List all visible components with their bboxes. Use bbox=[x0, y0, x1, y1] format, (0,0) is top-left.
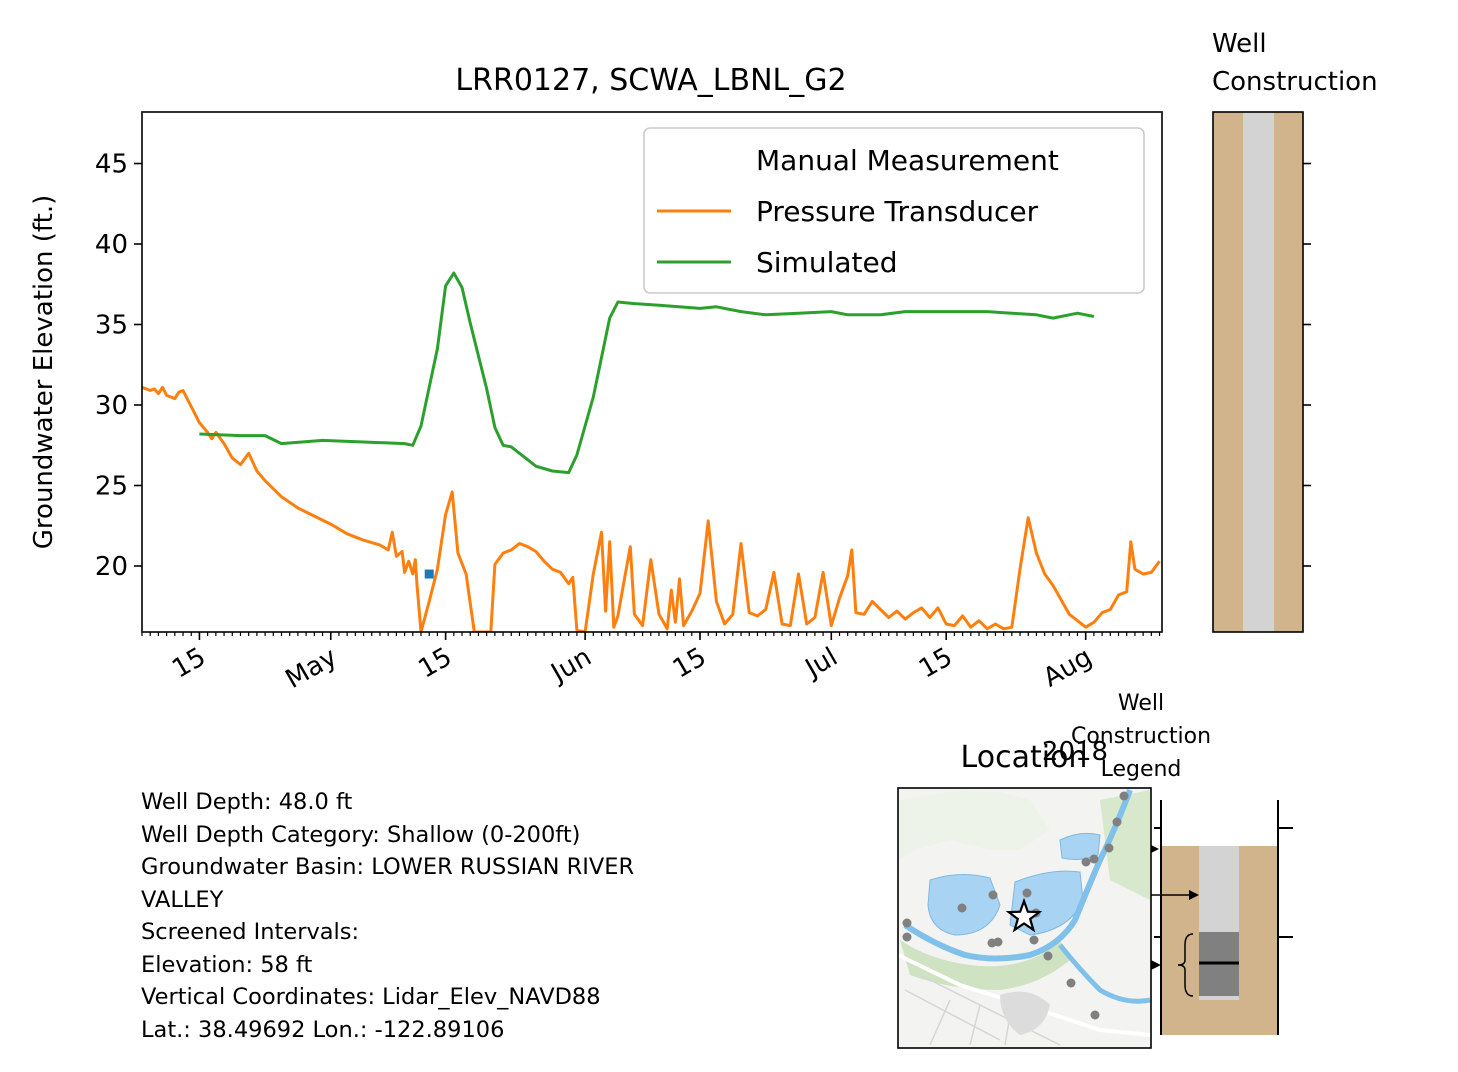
neighbor-well-dot bbox=[1029, 935, 1039, 945]
y-tick-label: 30 bbox=[95, 391, 128, 421]
legend-diagram-title-line-3: Legend bbox=[1101, 757, 1182, 782]
legend-diagram-title-line-1: Well bbox=[1118, 691, 1164, 716]
casing-column bbox=[1243, 112, 1274, 632]
map-streets bbox=[904, 974, 1061, 1046]
well-construction-title-line-2: Construction bbox=[1212, 67, 1378, 97]
legend-pointer bbox=[1151, 960, 1161, 970]
well-depth: Well Depth: 48.0 ft bbox=[141, 789, 353, 815]
legend-label: Simulated bbox=[756, 246, 898, 279]
screened-intervals: Screened Intervals: bbox=[141, 919, 360, 945]
x-tick-label: Aug bbox=[1038, 642, 1097, 693]
location-title: Location bbox=[961, 740, 1088, 775]
x-tick-label: 15 bbox=[914, 642, 958, 685]
selected-well-star-icon bbox=[1005, 897, 1043, 933]
well-info-text: Well Depth: 48.0 ft Well Depth Category:… bbox=[141, 786, 781, 1046]
map-river bbox=[903, 788, 1133, 962]
well-construction-legend-panel: Well Construction Legend bbox=[1071, 691, 1293, 1035]
y-tick-label: 20 bbox=[95, 552, 128, 582]
map-river-south bbox=[1058, 943, 1151, 1004]
neighbor-well-dot bbox=[1043, 951, 1053, 961]
plot-frame bbox=[141, 111, 1163, 633]
neighbor-well-dot bbox=[993, 937, 1003, 947]
neighbor-well-dot bbox=[902, 932, 912, 942]
x-tick-label: 15 bbox=[413, 642, 457, 685]
legend-pointer bbox=[1151, 845, 1159, 853]
map-terrain bbox=[898, 790, 1050, 860]
y-tick-label: 40 bbox=[95, 230, 128, 260]
legend-screen-bracket bbox=[1177, 933, 1194, 997]
neighbor-well-dot bbox=[1104, 843, 1114, 853]
well-construction-ticks bbox=[1303, 162, 1311, 567]
x-tick-label: May bbox=[281, 642, 343, 695]
legend-label: Pressure Transducer bbox=[756, 195, 1039, 228]
y-axis: 20 25 30 35 40 45 bbox=[95, 150, 142, 582]
well-construction-frame bbox=[1212, 111, 1304, 633]
simulated-line bbox=[199, 271, 1095, 475]
vertical-coordinates: Vertical Coordinates: Lidar_Elev_NAVD88 bbox=[141, 984, 601, 1010]
chart-title: LRR0127, SCWA_LBNL_G2 bbox=[455, 63, 846, 98]
neighbor-well-dot bbox=[988, 890, 998, 900]
neighbor-well-dot bbox=[1081, 857, 1091, 867]
y-tick-label: 45 bbox=[95, 150, 128, 180]
groundwater-basin: Groundwater Basin: LOWER RUSSIAN RIVER bbox=[141, 854, 635, 880]
well-depth-category: Well Depth Category: Shallow (0-200ft) bbox=[141, 821, 581, 848]
well-construction-panel: Well Construction bbox=[1212, 29, 1378, 633]
legend-box bbox=[643, 127, 1145, 294]
y-axis-label: Groundwater Elevation (ft.) bbox=[29, 195, 59, 549]
main-chart: LRR0127, SCWA_LBNL_G2 20 25 30 35 40 45 15 May… bbox=[29, 63, 1163, 767]
neighbor-well-dot bbox=[957, 903, 967, 913]
legend-diagram-title-line-2: Construction bbox=[1071, 724, 1211, 749]
map-frame bbox=[897, 787, 1152, 1049]
y-tick-label: 35 bbox=[95, 311, 128, 341]
x-tick-label: Jun bbox=[545, 642, 597, 689]
x-axis-year-label: 2018 bbox=[1042, 737, 1108, 767]
map-vegetation-east bbox=[1100, 790, 1150, 900]
neighbor-well-dot bbox=[1119, 791, 1129, 801]
legend: Manual Measurement Pressure Transducer Sim… bbox=[643, 127, 1145, 294]
y-tick-label: 25 bbox=[95, 471, 128, 501]
well-construction-title-line-1: Well bbox=[1212, 29, 1267, 59]
map-hill bbox=[1000, 991, 1050, 1035]
x-axis: 15 May 15 Jun 15 Jul 15 Aug bbox=[141, 632, 1161, 695]
neighbor-well-dot bbox=[902, 918, 912, 928]
elevation: Elevation: 58 ft bbox=[141, 951, 313, 978]
location-map-panel: Location bbox=[897, 740, 1152, 1049]
neighbor-well-dot bbox=[1090, 1010, 1100, 1020]
neighbor-well-dot bbox=[1022, 888, 1032, 898]
map-pond-north bbox=[1059, 832, 1101, 860]
neighbor-well-dot bbox=[1089, 854, 1099, 864]
manual-measurement-point bbox=[424, 569, 434, 579]
lat-lon: Lat.: 38.49692 Lon.: -122.89106 bbox=[141, 1016, 505, 1043]
neighbor-well-dot bbox=[1066, 978, 1076, 988]
pressure-transducer-line bbox=[142, 385, 1161, 632]
plot-area bbox=[142, 271, 1161, 632]
neighbor-well-dot bbox=[1112, 817, 1122, 827]
x-tick-label: 15 bbox=[167, 642, 211, 685]
map-neighbor-wells bbox=[902, 791, 1129, 1020]
x-tick-label: Jul bbox=[799, 642, 843, 685]
legend-arrow-head bbox=[1189, 890, 1199, 900]
x-tick-label: 15 bbox=[668, 642, 712, 685]
legend-label: Manual Measurement bbox=[756, 144, 1059, 177]
groundwater-basin-cont: VALLEY bbox=[141, 886, 224, 913]
